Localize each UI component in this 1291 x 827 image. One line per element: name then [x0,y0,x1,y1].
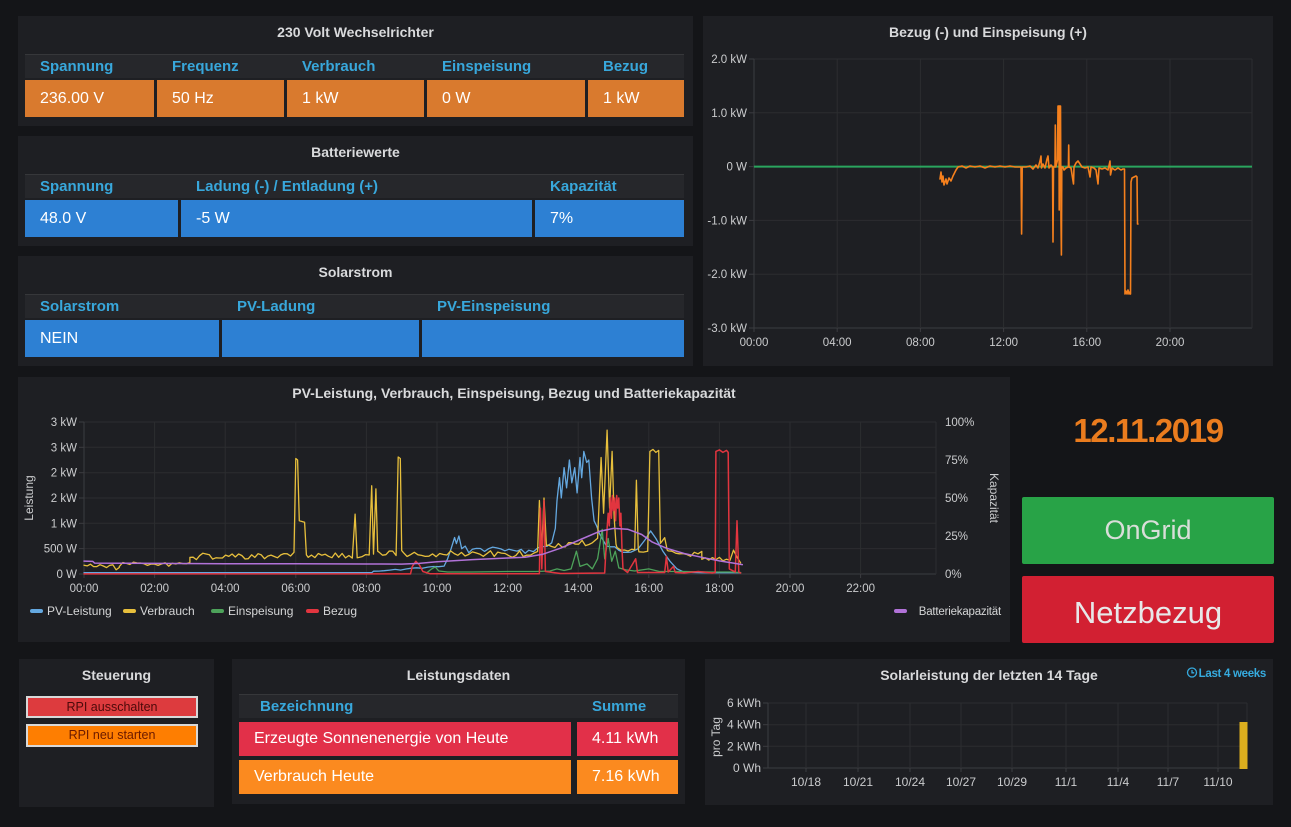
svg-text:10/18: 10/18 [791,775,821,789]
svg-text:PV-Leistung: PV-Leistung [47,604,112,618]
svg-text:16:00: 16:00 [1072,337,1101,349]
svg-text:4 kWh: 4 kWh [727,718,761,732]
svg-text:Leistung: Leistung [22,475,36,520]
svg-text:0 W: 0 W [727,162,748,174]
svg-text:-2.0 kW: -2.0 kW [707,269,747,281]
svg-text:0 Wh: 0 Wh [733,761,761,775]
svg-text:12:00: 12:00 [493,583,522,595]
svg-text:3 kW: 3 kW [51,417,77,429]
svg-text:0%: 0% [945,569,962,581]
svg-text:0 W: 0 W [57,569,78,581]
svg-text:-1.0 kW: -1.0 kW [707,215,747,227]
svg-text:Bezug: Bezug [323,604,357,618]
svg-text:00:00: 00:00 [70,583,99,595]
svg-text:06:00: 06:00 [281,583,310,595]
svg-text:2 kW: 2 kW [51,493,77,505]
svg-text:25%: 25% [945,531,968,543]
svg-text:11/1: 11/1 [1055,775,1078,789]
svg-text:1.0 kW: 1.0 kW [711,108,747,120]
svg-text:10:00: 10:00 [423,583,452,595]
svg-text:22:00: 22:00 [846,583,875,595]
svg-text:-3.0 kW: -3.0 kW [707,323,747,335]
svg-text:11/10: 11/10 [1203,775,1232,789]
svg-text:100%: 100% [945,417,974,429]
svg-text:10/21: 10/21 [843,775,873,789]
svg-text:12:00: 12:00 [989,337,1018,349]
svg-text:08:00: 08:00 [906,337,935,349]
svg-text:08:00: 08:00 [352,583,381,595]
svg-text:6 kWh: 6 kWh [727,696,761,710]
svg-text:500 W: 500 W [44,544,77,556]
svg-text:10/27: 10/27 [946,775,976,789]
svg-text:14:00: 14:00 [564,583,593,595]
svg-text:18:00: 18:00 [705,583,734,595]
svg-text:10/29: 10/29 [997,775,1027,789]
svg-text:Kapazität: Kapazität [987,473,1001,524]
svg-text:1 kW: 1 kW [51,518,77,530]
svg-text:Batteriekapazität: Batteriekapazität [919,606,1002,618]
svg-text:04:00: 04:00 [823,337,852,349]
svg-text:20:00: 20:00 [776,583,805,595]
svg-text:75%: 75% [945,455,968,467]
svg-text:00:00: 00:00 [740,337,769,349]
svg-text:50%: 50% [945,493,968,505]
svg-text:02:00: 02:00 [140,583,169,595]
svg-text:16:00: 16:00 [634,583,663,595]
svg-text:04:00: 04:00 [211,583,240,595]
svg-text:2 kW: 2 kW [51,468,77,480]
svg-text:Last 4 weeks: Last 4 weeks [1199,668,1266,680]
svg-text:11/7: 11/7 [1157,775,1180,789]
svg-text:11/4: 11/4 [1107,775,1130,789]
svg-text:Verbrauch: Verbrauch [140,604,195,618]
svg-text:Einspeisung: Einspeisung [228,604,293,618]
svg-text:2 kWh: 2 kWh [727,739,761,753]
svg-text:10/24: 10/24 [895,775,925,789]
svg-text:pro Tag: pro Tag [709,717,723,757]
svg-text:20:00: 20:00 [1156,337,1185,349]
svg-text:2.0 kW: 2.0 kW [711,54,747,66]
svg-text:3 kW: 3 kW [51,442,77,454]
